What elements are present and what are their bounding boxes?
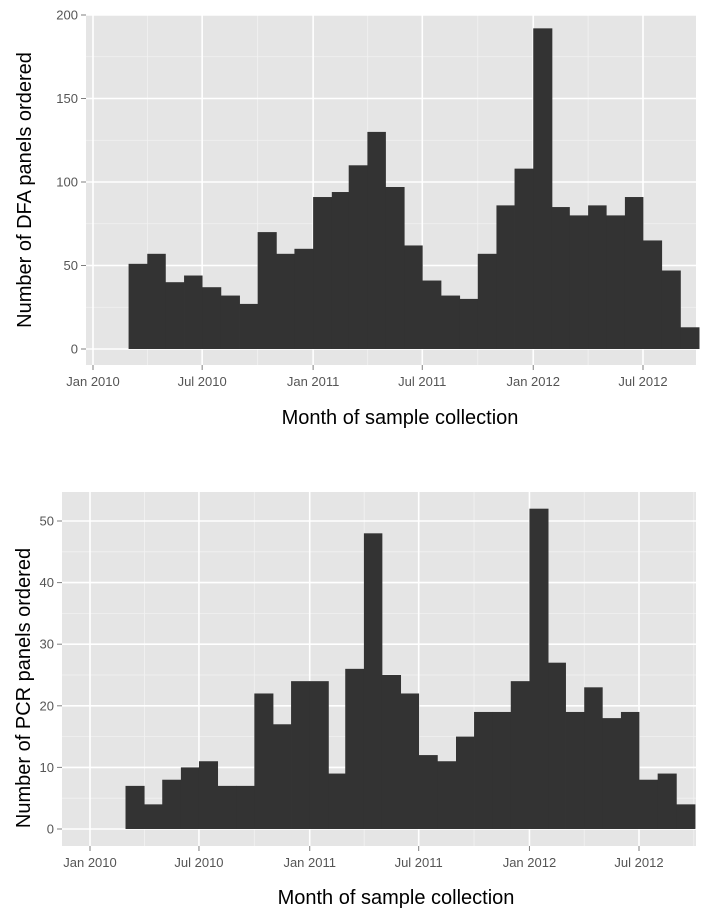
- dfa-y-tick-label: 150: [56, 91, 78, 106]
- pcr-y-tick-label: 0: [47, 822, 54, 837]
- pcr-y-tick-label: 40: [40, 575, 54, 590]
- pcr-bar: [381, 675, 402, 829]
- pcr-x-tick-label: Jul 2011: [395, 855, 443, 870]
- dfa-bar: [276, 253, 295, 349]
- pcr-bar: [217, 785, 237, 829]
- dfa-x-tick-label: Jan 2012: [506, 374, 560, 389]
- pcr-chart-svg: 0 10 20 30 40 50 Jan 2010 Jul 2010 Jan 2011 Jul 2…: [13, 492, 696, 909]
- dfa-bar: [643, 240, 663, 349]
- pcr-x-tick-label: Jul 2010: [174, 855, 223, 870]
- pcr-x-tick-label: Jul 2012: [614, 855, 663, 870]
- dfa-x-tick-label: Jul 2010: [178, 374, 227, 389]
- pcr-bar: [363, 533, 383, 829]
- dfa-bar: [165, 282, 185, 349]
- dfa-y-tick-label: 50: [64, 258, 78, 273]
- dfa-bar: [147, 253, 166, 349]
- pcr-x-tick-label: Jan 2012: [503, 855, 557, 870]
- pcr-y-tick-label: 30: [40, 637, 54, 652]
- dfa-bar: [422, 280, 442, 349]
- pcr-bar: [510, 681, 530, 829]
- pcr-bar: [328, 773, 346, 829]
- pcr-bar: [657, 773, 677, 829]
- pcr-bar: [456, 736, 475, 829]
- dfa-bar: [440, 295, 461, 349]
- pcr-bar: [676, 804, 696, 829]
- pcr-bar: [345, 668, 365, 829]
- pcr-bar: [620, 711, 640, 829]
- dfa-bar: [569, 215, 589, 349]
- pcr-bar: [291, 681, 311, 829]
- dfa-bar: [220, 295, 240, 349]
- pcr-bar: [584, 687, 603, 829]
- dfa-bar: [202, 287, 222, 349]
- dfa-bar: [239, 303, 259, 349]
- dfa-bar: [367, 131, 386, 349]
- dfa-bar: [385, 187, 405, 349]
- dfa-bar: [588, 205, 607, 349]
- dfa-bar: [533, 28, 553, 350]
- pcr-bar: [529, 508, 549, 829]
- dfa-y-axis-title: Number of DFA panels ordered: [14, 52, 36, 328]
- dfa-bar: [514, 168, 534, 349]
- pcr-x-tick-label: Jan 2010: [63, 855, 117, 870]
- pcr-bar: [418, 755, 438, 829]
- dfa-bar: [313, 197, 333, 349]
- dfa-bar: [551, 207, 570, 349]
- dfa-y-tick-label: 100: [56, 175, 78, 190]
- pcr-bar: [492, 711, 512, 829]
- pcr-bar: [162, 779, 182, 829]
- pcr-bar: [565, 711, 585, 829]
- dfa-bar: [477, 253, 497, 349]
- dfa-x-axis-title: Month of sample collection: [282, 407, 519, 429]
- pcr-bar: [273, 724, 292, 829]
- pcr-bar: [198, 761, 219, 829]
- pcr-bar: [254, 693, 274, 829]
- pcr-bar: [125, 785, 145, 829]
- dfa-chart-svg: 0 50 100 150 200 Jan 2010 Jul 2010 Jan 2011 Jul …: [14, 8, 700, 429]
- pcr-bar: [180, 767, 200, 829]
- dfa-bar: [661, 270, 681, 349]
- pcr-y-axis-title: Number of PCR panels ordered: [13, 548, 35, 828]
- pcr-x-tick-label: Jan 2011: [283, 855, 336, 870]
- dfa-bar: [404, 245, 423, 349]
- dfa-y-tick-label: 0: [71, 342, 78, 357]
- dfa-x-tick-label: Jan 2011: [287, 374, 340, 389]
- dfa-x-tick-label: Jan 2010: [66, 374, 120, 389]
- dfa-bar: [184, 275, 203, 349]
- dfa-bar: [680, 327, 700, 349]
- dfa-x-tick-label: Jul 2012: [618, 374, 667, 389]
- pcr-y-tick-label: 10: [40, 760, 54, 775]
- dfa-bar: [294, 248, 314, 349]
- dfa-bar: [331, 192, 350, 349]
- pcr-bar: [236, 785, 255, 829]
- dfa-bar: [128, 263, 148, 349]
- dfa-axis-ticks: 0 50 100 150 200 Jan 2010 Jul 2010 Jan 2011 Jul …: [56, 8, 667, 390]
- dfa-bars: [128, 28, 700, 350]
- pcr-bar: [548, 662, 566, 829]
- dfa-y-tick-label: 200: [56, 8, 78, 23]
- pcr-bar: [437, 761, 457, 829]
- pcr-x-axis-title: Month of sample collection: [278, 887, 515, 909]
- dfa-bar: [257, 232, 277, 349]
- pcr-bar: [639, 779, 659, 829]
- pcr-bar: [602, 718, 622, 829]
- dfa-chart: 0 50 100 150 200 Jan 2010 Jul 2010 Jan 2011 Jul …: [0, 0, 703, 450]
- dfa-bar: [348, 165, 368, 349]
- pcr-bars: [125, 508, 696, 829]
- pcr-bar: [144, 804, 163, 829]
- pcr-y-tick-label: 20: [40, 698, 54, 713]
- pcr-bar: [309, 681, 329, 829]
- pcr-bar: [400, 693, 420, 829]
- pcr-chart: 0 10 20 30 40 50 Jan 2010 Jul 2010 Jan 2011 Jul 2…: [0, 470, 703, 913]
- dfa-bar: [496, 205, 515, 349]
- pcr-axis-ticks: 0 10 20 30 40 50 Jan 2010 Jul 2010 Jan 2011 Jul 2…: [40, 514, 664, 871]
- dfa-bar: [624, 197, 644, 349]
- dfa-bar: [606, 215, 626, 349]
- dfa-bar: [459, 298, 479, 349]
- pcr-y-tick-label: 50: [40, 514, 54, 529]
- pcr-bar: [474, 711, 494, 829]
- dfa-x-tick-label: Jul 2011: [398, 374, 446, 389]
